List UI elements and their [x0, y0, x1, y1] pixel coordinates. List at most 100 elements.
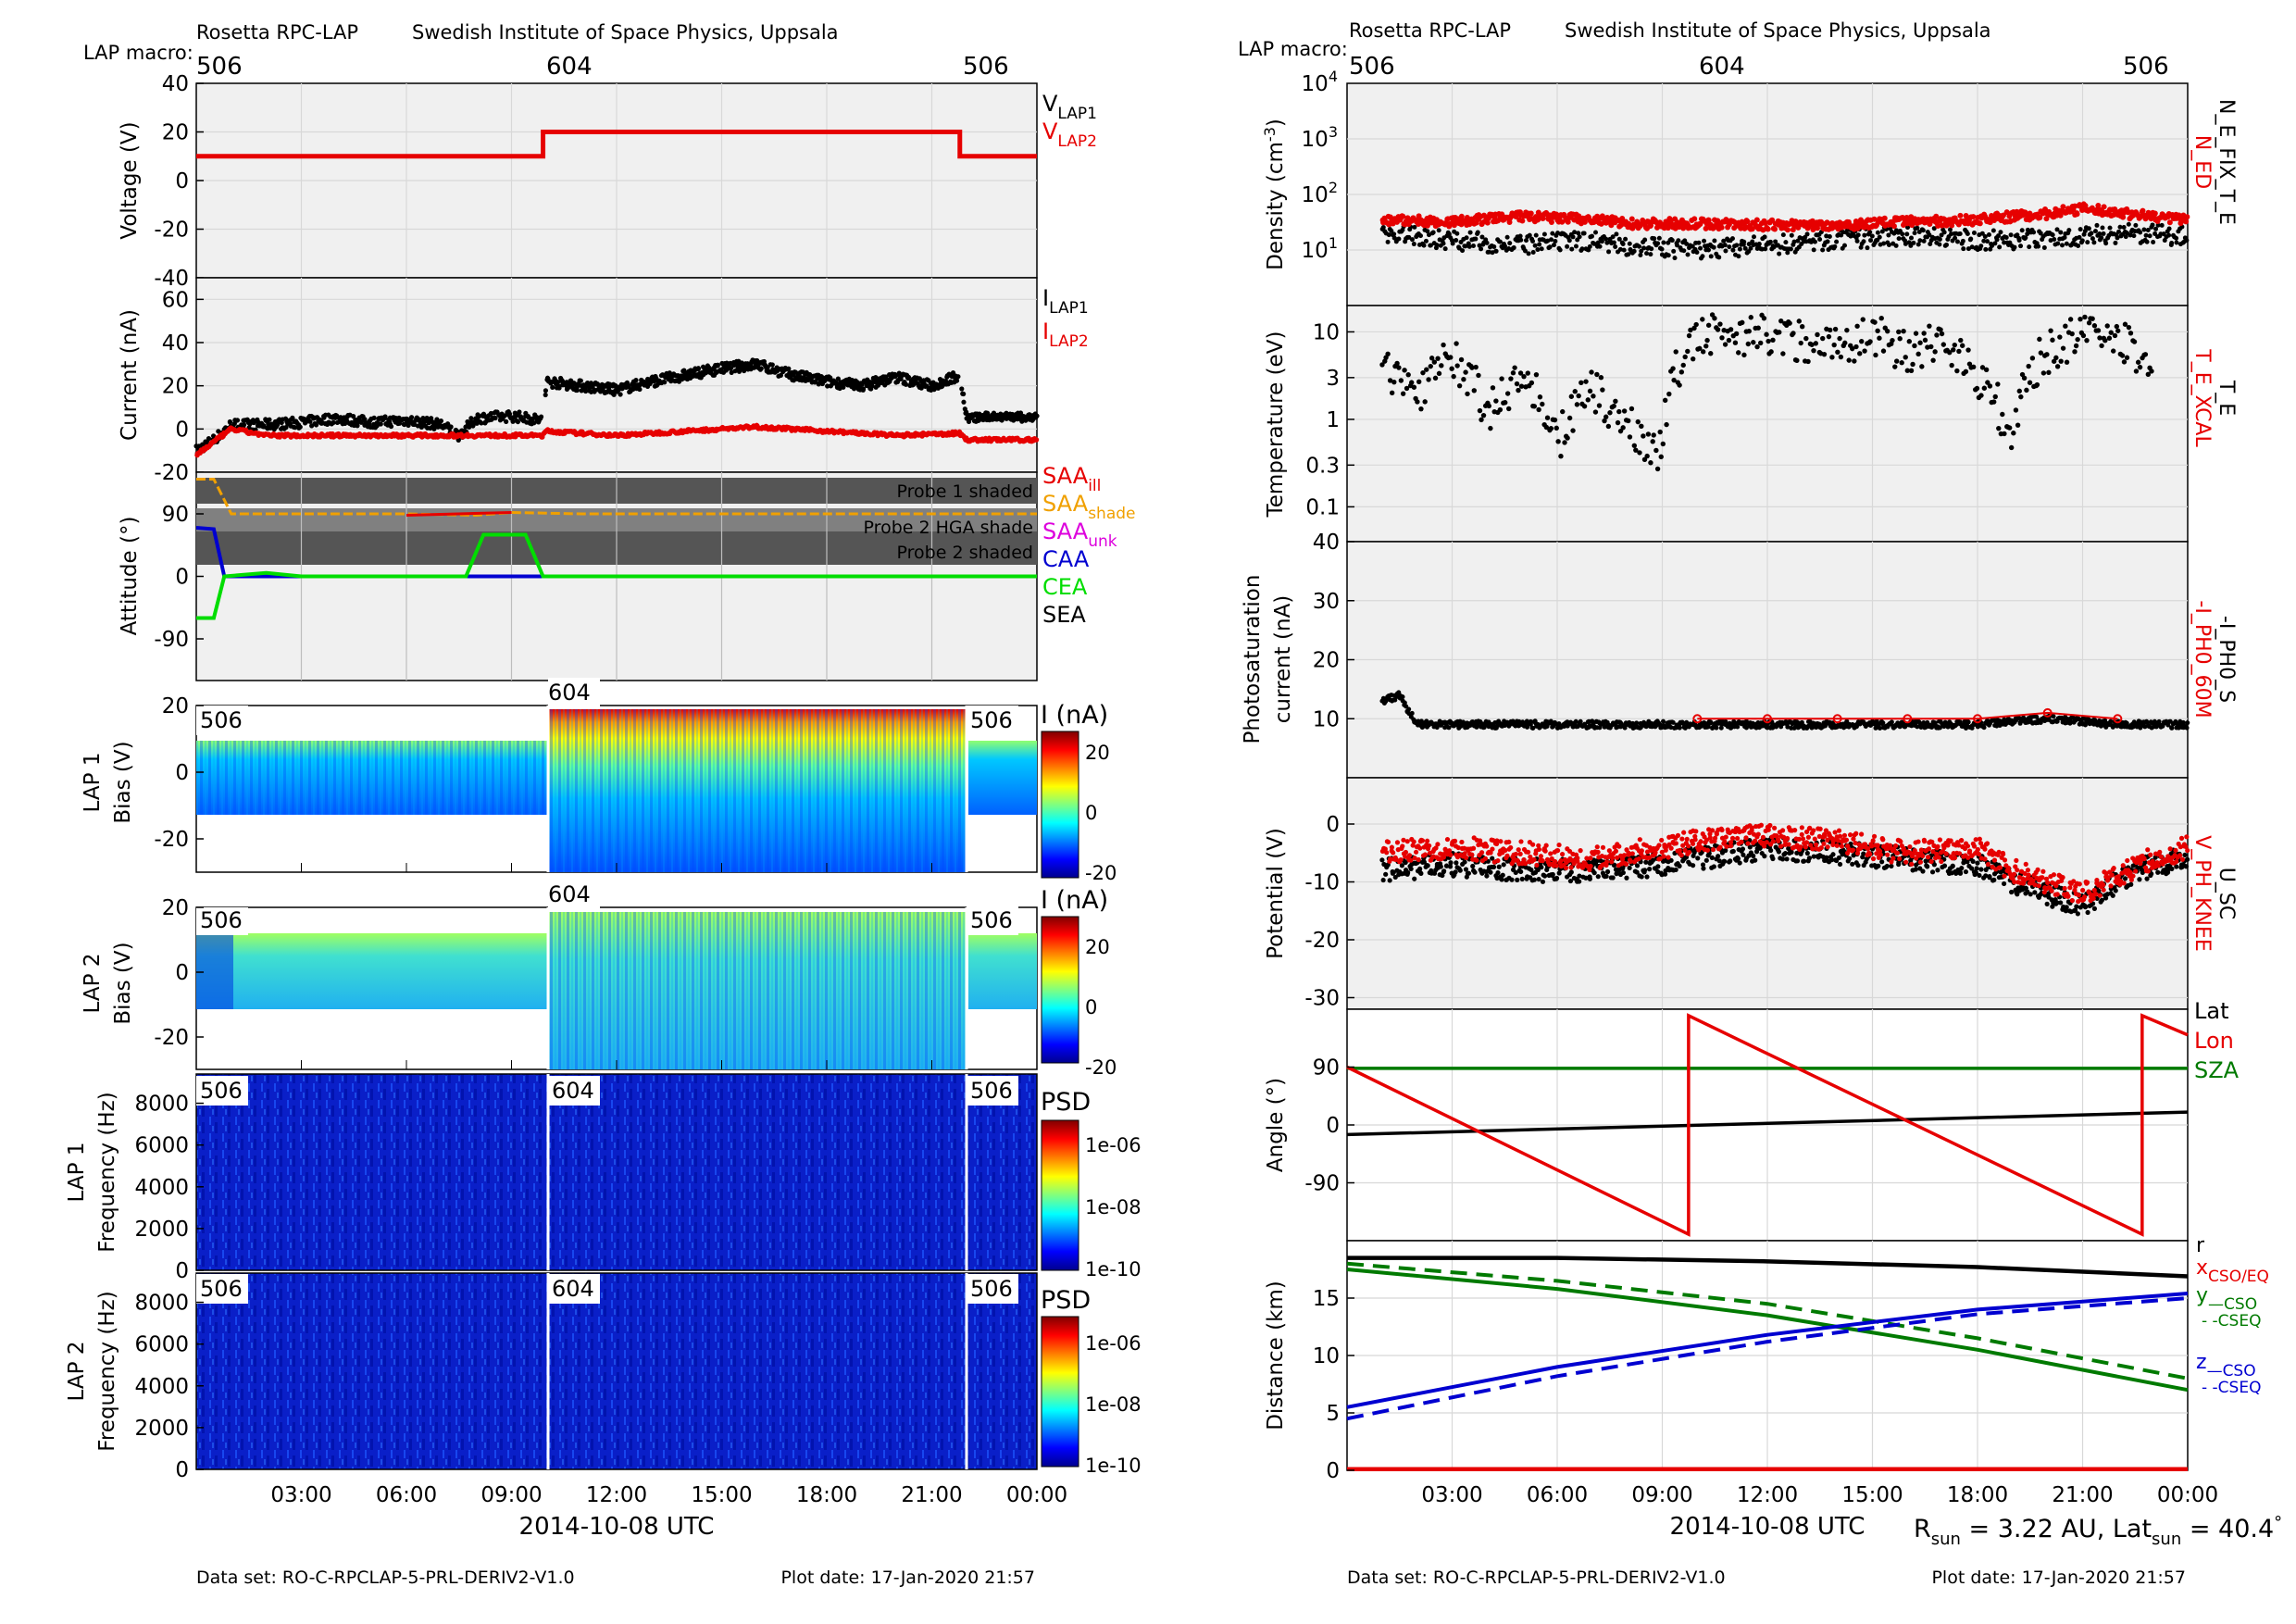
- data-point: [1968, 236, 1974, 242]
- data-point: [1544, 415, 1551, 420]
- legend-entry: ILAP1: [1042, 285, 1089, 318]
- data-point: [1956, 348, 1962, 355]
- data-point: [2082, 229, 2088, 234]
- data-point: [1621, 408, 1628, 414]
- photosaturation-series: [1379, 690, 2190, 731]
- data-point: [1661, 718, 1666, 724]
- lap2-bias-colorbar-label: I (nA): [1041, 886, 1108, 915]
- data-point: [1473, 364, 1479, 370]
- data-point: [2128, 331, 2134, 336]
- data-point: [1641, 433, 1646, 439]
- data-point: [1854, 238, 1860, 244]
- data-point: [1502, 244, 1507, 249]
- data-point: [1768, 349, 1774, 355]
- data-point: [1422, 399, 1428, 405]
- data-point: [2036, 244, 2041, 249]
- data-point: [1611, 403, 1616, 409]
- data-point: [2126, 221, 2131, 227]
- data-point: [241, 422, 247, 428]
- data-point: [2128, 232, 2133, 238]
- data-point: [1451, 373, 1456, 380]
- data-point: [1540, 401, 1545, 407]
- data-point: [2078, 316, 2083, 322]
- data-point: [1420, 369, 1426, 376]
- data-point: [448, 424, 454, 430]
- data-point: [1549, 237, 1554, 243]
- data-point: [1479, 246, 1484, 252]
- data-point: [1904, 231, 1910, 237]
- ytick-label: 8000: [134, 1292, 189, 1316]
- ytick-label: 40: [162, 331, 189, 356]
- data-point: [2092, 229, 2098, 234]
- ytick-label: 10: [1313, 707, 1340, 731]
- data-point: [2073, 343, 2079, 349]
- data-point: [1659, 246, 1665, 252]
- data-point: [778, 372, 784, 378]
- data-point: [1778, 318, 1784, 324]
- data-point: [382, 414, 388, 419]
- data-point: [1703, 225, 1709, 231]
- data-point: [1896, 236, 1902, 242]
- data-point: [1812, 239, 1817, 244]
- data-point: [1828, 327, 1833, 333]
- data-point: [2169, 725, 2175, 731]
- data-point: [1815, 331, 1820, 338]
- data-point: [1741, 239, 1747, 244]
- data-point: [2013, 407, 2019, 413]
- data-point: [1454, 238, 1459, 244]
- data-point: [1927, 232, 1932, 238]
- data-point: [1742, 245, 1748, 251]
- data-point: [1391, 379, 1397, 385]
- data-point: [1515, 877, 1520, 882]
- data-point: [1424, 367, 1429, 372]
- data-point: [1470, 243, 1476, 248]
- lap2-bias-macro-604: 604: [548, 881, 591, 907]
- data-point: [1826, 333, 1832, 340]
- density-axis-label: Density (cm-3): [1261, 119, 1288, 270]
- data-point: [2054, 227, 2060, 232]
- data-point: [2101, 204, 2107, 210]
- data-point: [2003, 235, 2009, 241]
- data-point: [1533, 232, 1539, 238]
- data-point: [1536, 406, 1541, 413]
- data-point: [1715, 327, 1721, 332]
- data-point: [1799, 324, 1805, 330]
- data-point: [1637, 450, 1642, 456]
- ytick-label: 40: [1313, 531, 1340, 555]
- data-point: [1504, 391, 1511, 396]
- legend-entry: -I_PH0_60M: [2190, 600, 2214, 718]
- data-point: [1867, 339, 1873, 344]
- data-point: [1886, 242, 1891, 247]
- data-point: [1684, 241, 1690, 246]
- data-point: [1703, 344, 1709, 349]
- data-point: [2184, 214, 2190, 220]
- data-point: [1555, 439, 1561, 444]
- data-point: [1657, 429, 1663, 435]
- data-point: [1951, 347, 1956, 353]
- data-point: [2044, 352, 2050, 357]
- data-point: [1897, 336, 1903, 342]
- data-point: [1472, 869, 1478, 875]
- data-point: [1565, 435, 1570, 441]
- data-point: [1533, 371, 1540, 378]
- data-point: [1620, 425, 1626, 431]
- data-point: [1735, 724, 1741, 730]
- lap1-freq-cb-tick-8: 1e-08: [1085, 1196, 1142, 1218]
- data-point: [1963, 369, 1969, 375]
- data-point: [1754, 344, 1760, 350]
- data-point: [1380, 225, 1386, 231]
- data-point: [1979, 365, 1986, 370]
- lap1-freq-macro-506b: 506: [970, 1078, 1013, 1104]
- left-macro-604: 604: [546, 53, 593, 81]
- data-point: [2112, 332, 2118, 339]
- data-point: [2026, 363, 2031, 369]
- data-point: [1583, 379, 1589, 384]
- data-point: [543, 392, 548, 398]
- data-point: [1557, 247, 1563, 253]
- data-point: [1529, 380, 1535, 386]
- data-point: [2027, 244, 2032, 250]
- right-figure: Rosetta RPC-LAP Swedish Institute of Spa…: [1238, 19, 2282, 1588]
- data-point: [1792, 219, 1799, 225]
- data-point: [1858, 244, 1864, 250]
- data-point: [1722, 342, 1728, 347]
